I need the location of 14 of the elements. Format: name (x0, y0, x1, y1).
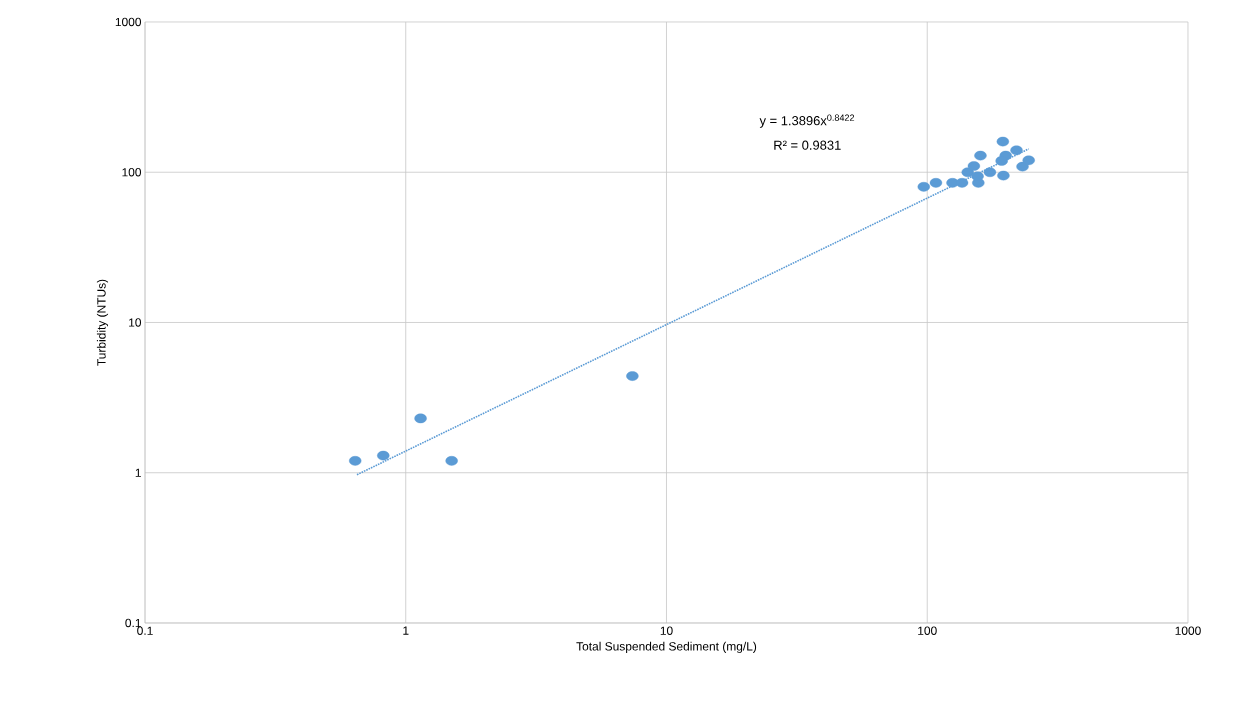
x-axis-title: Total Suspended Sediment (mg/L) (576, 641, 757, 653)
y-tick-label: 1 (135, 468, 141, 477)
y-tick-label: 1000 (115, 17, 142, 27)
annotation: R² = 0.9831 (774, 140, 841, 150)
x-tick-label: 100 (918, 626, 937, 635)
y-tick-label: 10 (129, 318, 142, 327)
x-tick-label: 10 (660, 626, 673, 635)
annotation: y = 1.3896x$^{0.8422}$ (759, 114, 855, 128)
y-tick-label: 100 (122, 168, 142, 177)
x-tick-label: 1000 (1175, 626, 1201, 635)
y-tick-label: 0.1 (125, 618, 141, 628)
x-tick-label: 0.1 (137, 626, 153, 635)
y-axis-title: Turbidity (NTUs) (96, 279, 109, 366)
x-tick-label: 1 (403, 626, 409, 635)
